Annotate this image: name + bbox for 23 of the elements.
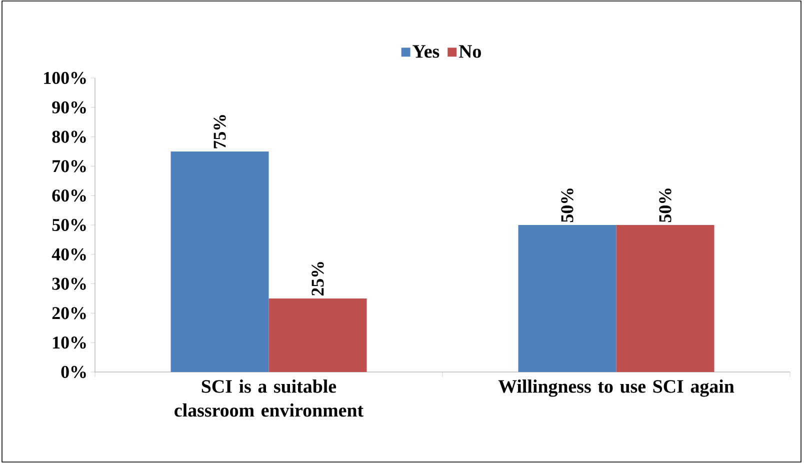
x-tick-label: Willingness to use SCI again — [498, 380, 734, 397]
legend-label: Yes — [412, 45, 440, 58]
data-label: 25% — [312, 262, 324, 296]
y-tick-label: 60% — [52, 190, 86, 202]
bar — [268, 298, 367, 372]
bar — [616, 225, 714, 372]
y-tick-label: 40% — [52, 248, 86, 260]
y-tick-label: 70% — [52, 160, 86, 172]
data-label: 50% — [561, 188, 574, 222]
data-label: 50% — [659, 188, 672, 222]
x-tick-label: SCI is a suitable classroom environment — [174, 380, 364, 417]
bar — [170, 151, 269, 372]
data-label: 75% — [214, 115, 226, 148]
y-tick-label: 100% — [44, 72, 86, 84]
legend-label: No — [458, 45, 481, 58]
y-tick-label: 30% — [52, 278, 86, 290]
bar — [518, 225, 616, 372]
y-tick-label: 0% — [61, 366, 86, 378]
y-tick-label: 90% — [52, 101, 86, 114]
y-tick-label: 20% — [52, 307, 86, 320]
y-tick-label: 10% — [53, 336, 86, 349]
y-tick-label: 50% — [52, 218, 86, 232]
y-tick-label: 80% — [52, 130, 86, 143]
